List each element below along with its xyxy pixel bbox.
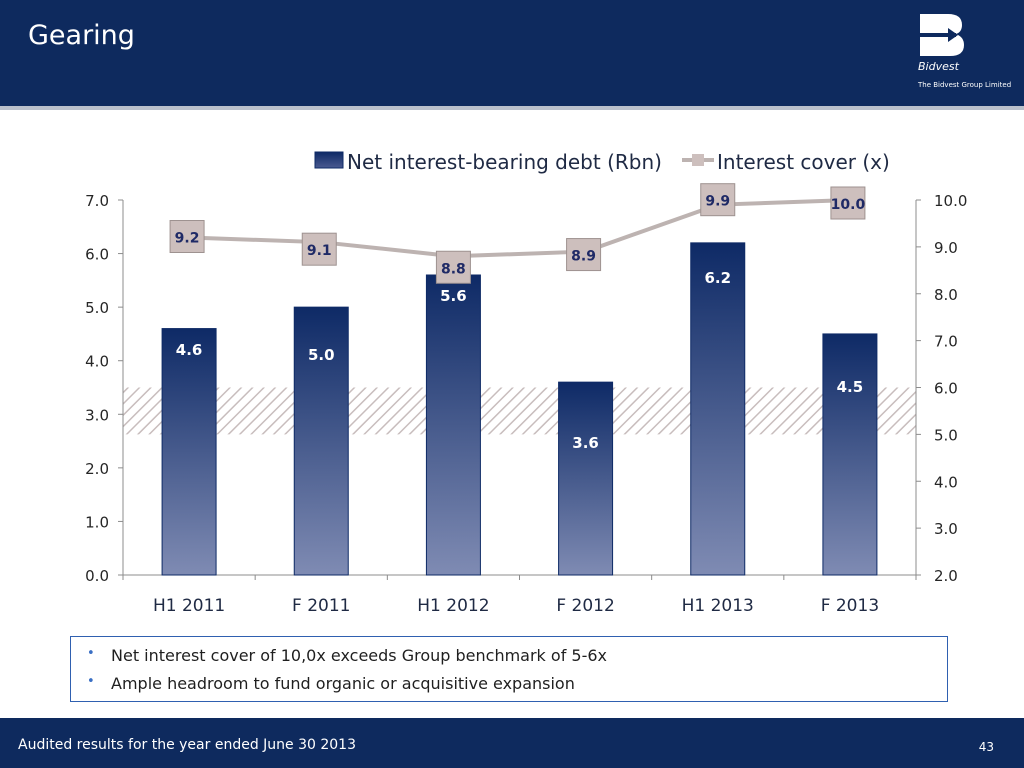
interest-cover-label: 9.2 [175, 231, 200, 247]
bullet-dot-icon: • [87, 674, 95, 689]
debt-bar-label: 6.2 [704, 269, 731, 287]
debt-bar [293, 306, 349, 576]
legend-line-label: Interest cover (x) [717, 150, 890, 174]
target-range-band [123, 387, 916, 435]
debt-bar [558, 381, 614, 576]
x-axis-category-label: F 2012 [556, 596, 614, 616]
x-axis-category-label: H1 2013 [682, 596, 754, 616]
right-axis-tick-label: 2.0 [934, 567, 958, 585]
logo-name: Bidvest [918, 60, 959, 73]
left-axis-tick-label: 3.0 [85, 406, 109, 424]
debt-bar-label: 5.6 [440, 287, 467, 305]
right-axis-tick-label: 3.0 [934, 520, 958, 538]
slide-title: Gearing [28, 20, 135, 51]
left-axis-tick-label: 5.0 [85, 299, 109, 317]
left-axis-tick-label: 1.0 [85, 513, 109, 531]
logo-subtitle: The Bidvest Group Limited [918, 81, 1012, 89]
x-axis-category-label: H1 2012 [417, 596, 489, 616]
debt-bar-label: 3.6 [572, 434, 599, 452]
left-axis-tick-label: 6.0 [85, 246, 109, 264]
right-axis-tick-label: 9.0 [934, 239, 958, 257]
interest-cover-label-box [435, 250, 471, 284]
header-bar: Gearing Bidvest The Bidvest Group Limite… [0, 0, 1024, 106]
x-axis-category-label: H1 2011 [153, 596, 225, 616]
page-number: 43 [978, 740, 994, 754]
header-divider [0, 106, 1024, 110]
bullet-text: Ample headroom to fund organic or acquis… [111, 674, 575, 693]
interest-cover-label: 9.9 [705, 194, 730, 210]
interest-cover-label: 10.0 [831, 197, 866, 213]
target-range-label: Target interest [749, 356, 816, 366]
interest-cover-label-box [301, 232, 337, 266]
x-axis-category-label: F 2013 [821, 596, 879, 616]
interest-cover-label-box [700, 183, 736, 217]
debt-bar-label: 5.0 [308, 346, 335, 364]
footer-bar: Audited results for the year ended June … [0, 718, 1024, 768]
left-axis-tick-label: 7.0 [85, 192, 109, 210]
debt-bar [690, 242, 746, 576]
target-range-label: cover range [750, 368, 805, 378]
debt-bar-label: 4.5 [837, 378, 864, 396]
debt-bar-label: 4.6 [176, 341, 203, 359]
interest-cover-line [189, 198, 850, 259]
debt-bar [822, 333, 878, 576]
left-axis-tick-label: 4.0 [85, 353, 109, 371]
footer-text: Audited results for the year ended June … [18, 737, 356, 753]
legend-bar-label: Net interest-bearing debt (Rbn) [347, 150, 662, 174]
key-points-box: • Net interest cover of 10,0x exceeds Gr… [70, 636, 948, 702]
right-axis-tick-label: 10.0 [934, 192, 967, 210]
right-axis-tick-label: 6.0 [934, 380, 958, 398]
bullet-dot-icon: • [87, 646, 95, 661]
left-axis-tick-label: 2.0 [85, 460, 109, 478]
bidvest-logo-icon [920, 14, 964, 56]
interest-cover-label: 8.9 [571, 249, 596, 265]
right-axis-tick-label: 4.0 [934, 473, 958, 491]
legend-line-marker [692, 154, 704, 166]
x-axis-category-label: F 2011 [292, 596, 350, 616]
legend-bar-swatch [314, 151, 344, 169]
right-axis-tick-label: 7.0 [934, 333, 958, 351]
debt-bar [425, 274, 481, 576]
bullet-item: • Ample headroom to fund organic or acqu… [87, 674, 575, 693]
interest-cover-label: 9.1 [307, 243, 332, 259]
right-axis-tick-label: 8.0 [934, 286, 958, 304]
debt-bar [161, 328, 217, 576]
interest-cover-label-box [566, 238, 602, 272]
interest-cover-label-box [830, 186, 866, 220]
left-axis-tick-label: 0.0 [85, 567, 109, 585]
bullet-item: • Net interest cover of 10,0x exceeds Gr… [87, 646, 608, 665]
right-axis-tick-label: 5.0 [934, 426, 958, 444]
bullet-text: Net interest cover of 10,0x exceeds Grou… [111, 646, 608, 665]
interest-cover-label-box [169, 220, 205, 253]
interest-cover-label: 8.8 [441, 261, 466, 277]
gearing-chart: Target interest cover range 0.0 1.0 2.0 3.0 4.… [85, 150, 967, 616]
